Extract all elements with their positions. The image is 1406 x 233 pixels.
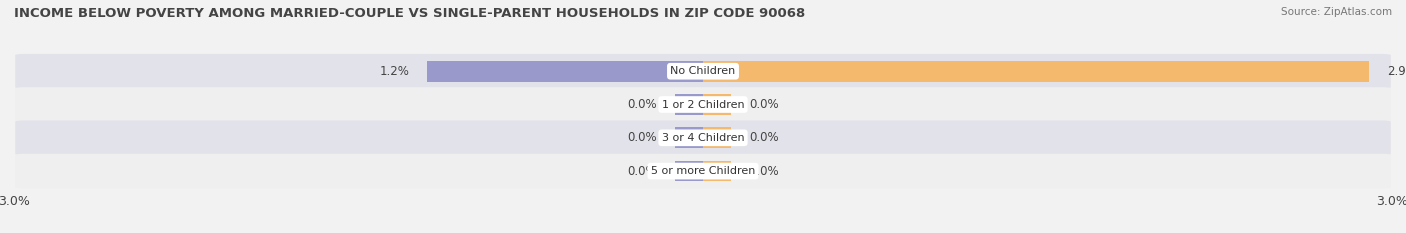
Text: 0.0%: 0.0% bbox=[749, 164, 779, 178]
Text: 5 or more Children: 5 or more Children bbox=[651, 166, 755, 176]
Text: 0.0%: 0.0% bbox=[627, 164, 657, 178]
Text: 0.0%: 0.0% bbox=[749, 131, 779, 144]
Bar bbox=[675, 161, 703, 182]
FancyBboxPatch shape bbox=[15, 154, 1391, 188]
Text: 0.0%: 0.0% bbox=[627, 131, 657, 144]
Text: 1 or 2 Children: 1 or 2 Children bbox=[662, 99, 744, 110]
Text: Source: ZipAtlas.com: Source: ZipAtlas.com bbox=[1281, 7, 1392, 17]
Bar bbox=[703, 161, 731, 182]
Text: INCOME BELOW POVERTY AMONG MARRIED-COUPLE VS SINGLE-PARENT HOUSEHOLDS IN ZIP COD: INCOME BELOW POVERTY AMONG MARRIED-COUPL… bbox=[14, 7, 806, 20]
Bar bbox=[703, 127, 731, 148]
Bar bbox=[427, 61, 703, 82]
Bar bbox=[703, 94, 731, 115]
Bar bbox=[675, 94, 703, 115]
Text: No Children: No Children bbox=[671, 66, 735, 76]
Text: 0.0%: 0.0% bbox=[627, 98, 657, 111]
Text: 0.0%: 0.0% bbox=[749, 98, 779, 111]
FancyBboxPatch shape bbox=[15, 54, 1391, 89]
Bar bbox=[703, 61, 1369, 82]
Bar bbox=[675, 127, 703, 148]
Text: 2.9%: 2.9% bbox=[1388, 65, 1406, 78]
Text: 3 or 4 Children: 3 or 4 Children bbox=[662, 133, 744, 143]
FancyBboxPatch shape bbox=[15, 87, 1391, 122]
FancyBboxPatch shape bbox=[15, 120, 1391, 155]
Text: 1.2%: 1.2% bbox=[380, 65, 409, 78]
